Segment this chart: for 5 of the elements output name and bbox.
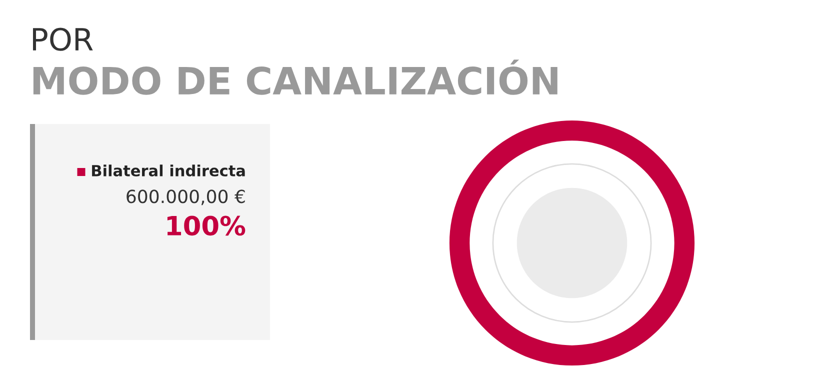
chart-subtitle: MODO DE CANALIZACIÓN <box>33 60 558 95</box>
text: 100% <box>167 216 246 236</box>
chart-title: POR <box>33 28 93 51</box>
text: 600.000,00 € <box>126 190 245 206</box>
legend-label: Bilateral indirecta <box>92 164 245 176</box>
